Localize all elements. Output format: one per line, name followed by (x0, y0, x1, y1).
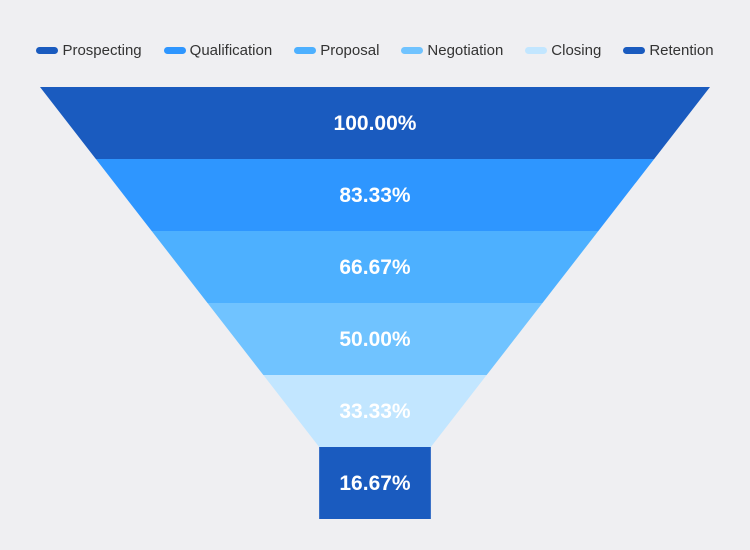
funnel-label-closing: 33.33% (339, 400, 411, 423)
legend-swatch-prospecting (36, 46, 59, 54)
legend-label-retention: Retention (649, 41, 714, 59)
funnel-label-qualification: 83.33% (339, 184, 411, 207)
legend-swatch-closing (525, 46, 548, 54)
legend-label-proposal: Proposal (320, 41, 380, 59)
chart-legend: Prospecting Qualification Proposal Negotiat… (0, 36, 750, 64)
legend-swatch-qualification (163, 46, 186, 54)
legend-item-negotiation[interactable]: Negotiation (401, 42, 503, 59)
legend-swatch-retention (623, 46, 646, 54)
legend-swatch-proposal (294, 46, 317, 54)
funnel-segment-proposal[interactable] (151, 231, 599, 303)
legend-item-qualification[interactable]: Qualification (163, 41, 273, 59)
funnel-segment-closing[interactable] (263, 375, 487, 447)
funnel-label-retention: 16.67% (339, 472, 411, 495)
funnel-segment-qualification[interactable] (95, 159, 655, 231)
legend-item-retention[interactable]: Retention (623, 41, 714, 59)
legend-item-prospecting[interactable]: Prospecting (36, 41, 142, 59)
funnel-label-prospecting: 100.00% (334, 112, 417, 135)
legend-swatch-negotiation (401, 46, 424, 54)
funnel-segment-retention[interactable] (319, 447, 431, 519)
legend-item-closing[interactable]: Closing (525, 42, 601, 59)
legend-label-closing: Closing (551, 41, 602, 59)
funnel-label-proposal: 66.67% (339, 256, 411, 279)
legend-label-prospecting: Prospecting (62, 41, 142, 59)
legend-label-negotiation: Negotiation (427, 41, 504, 59)
funnel-segment-prospecting[interactable] (40, 87, 710, 159)
funnel-segment-negotiation[interactable] (207, 303, 543, 375)
funnel-label-negotiation: 50.00% (339, 328, 411, 351)
legend-label-qualification: Qualification (189, 41, 273, 59)
legend-item-proposal[interactable]: Proposal (294, 42, 379, 59)
